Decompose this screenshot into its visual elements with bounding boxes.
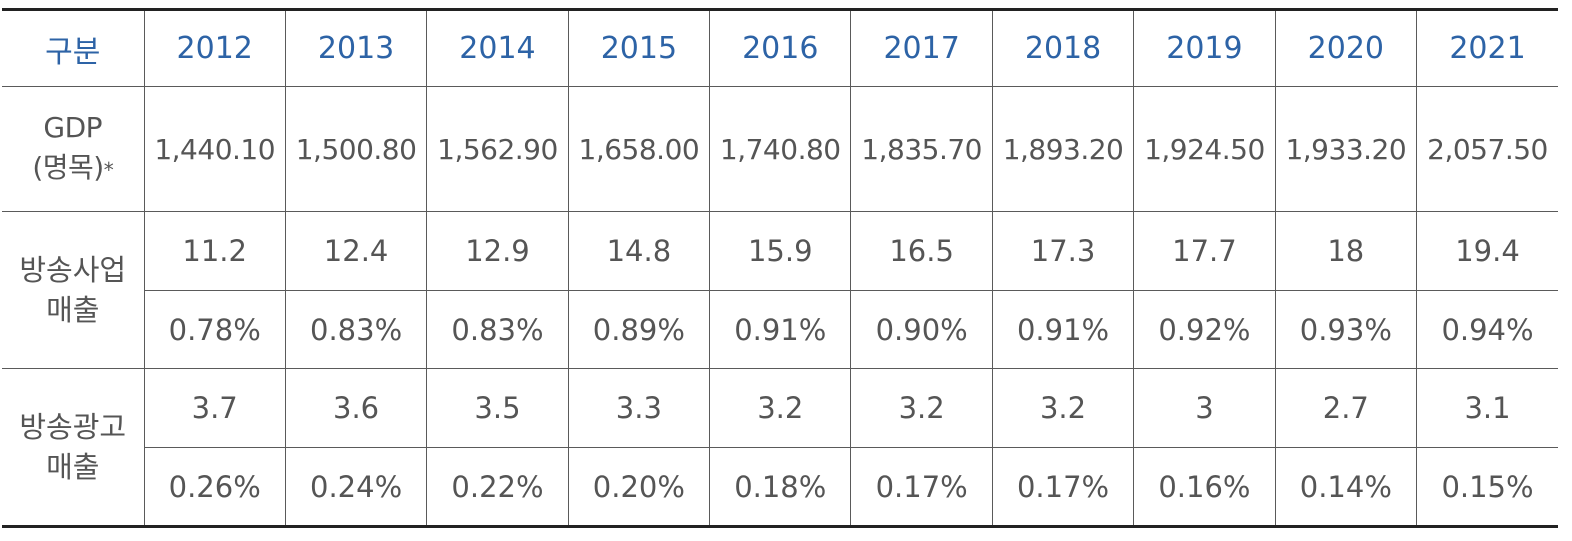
gdp-row-label: GDP (명목)* [2, 86, 145, 212]
gdp-broadcast-revenue-table: 구분 2012 2013 2014 2015 2016 2017 2018 20… [2, 8, 1558, 528]
header-year: 2018 [991, 9, 1135, 87]
header-year: 2017 [850, 9, 993, 87]
header-year: 2021 [1416, 9, 1558, 87]
broadcast-business-percent: 0.83% [426, 290, 569, 369]
broadcast-business-value: 11.2 [143, 211, 286, 291]
broadcast-business-value: 17.3 [991, 211, 1135, 291]
broadcast-business-percent: 0.83% [284, 290, 428, 369]
gdp-value: 1,924.50 [1133, 86, 1276, 212]
broadcast-ads-percent-row: 0.26% 0.24% 0.22% 0.20% 0.18% 0.17% 0.17… [2, 447, 1558, 527]
broadcast-business-percent: 0.93% [1274, 290, 1418, 369]
broadcast-ads-label-line1: 방송광고 [19, 410, 127, 444]
broadcast-business-percent: 0.91% [709, 290, 852, 369]
broadcast-ads-percent: 0.14% [1274, 447, 1418, 527]
broadcast-business-label-line1: 방송사업 [19, 253, 127, 287]
broadcast-business-percent: 0.78% [144, 290, 286, 369]
broadcast-business-value: 12.4 [284, 211, 428, 291]
gdp-label-line1: GDP [43, 111, 103, 144]
broadcast-ads-value: 3.3 [567, 368, 711, 448]
broadcast-business-value: 18 [1274, 211, 1418, 291]
gdp-value: 1,500.80 [284, 86, 428, 212]
header-row: 구분 2012 2013 2014 2015 2016 2017 2018 20… [2, 9, 1558, 87]
broadcast-ads-percent: 0.18% [709, 447, 852, 527]
broadcast-business-value: 14.8 [567, 211, 711, 291]
broadcast-business-percent: 0.91% [991, 290, 1135, 369]
broadcast-business-percent: 0.94% [1416, 290, 1558, 369]
broadcast-business-value: 19.4 [1416, 211, 1558, 291]
broadcast-ads-value: 3.7 [143, 368, 286, 448]
broadcast-ads-percent: 0.22% [426, 447, 569, 527]
broadcast-business-value-row: 방송사업 매출 11.2 12.4 12.9 14.8 15.9 16.5 17… [2, 211, 1558, 369]
header-year: 2020 [1274, 9, 1418, 87]
broadcast-business-row-label: 방송사업 매출 [2, 211, 145, 369]
header-category: 구분 [2, 9, 145, 87]
broadcast-business-value: 17.7 [1133, 211, 1276, 291]
gdp-value: 1,835.70 [850, 86, 993, 212]
broadcast-ads-label-line2: 매출 [46, 450, 100, 484]
header-year: 2012 [143, 9, 286, 87]
broadcast-ads-percent: 0.26% [144, 447, 286, 527]
broadcast-business-value: 12.9 [426, 211, 569, 291]
broadcast-business-percent-row: 0.78% 0.83% 0.83% 0.89% 0.91% 0.90% 0.91… [2, 290, 1558, 369]
header-year: 2016 [709, 9, 852, 87]
broadcast-ads-percent: 0.15% [1416, 447, 1558, 527]
gdp-footnote-mark: * [103, 158, 114, 182]
gdp-value: 1,658.00 [567, 86, 711, 212]
broadcast-ads-percent: 0.24% [284, 447, 428, 527]
broadcast-ads-percent: 0.17% [850, 447, 993, 527]
broadcast-business-value: 16.5 [850, 211, 993, 291]
broadcast-ads-value: 2.7 [1274, 368, 1418, 448]
broadcast-ads-value-row: 방송광고 매출 3.7 3.6 3.5 3.3 3.2 3.2 3.2 3 2.… [2, 368, 1558, 527]
broadcast-ads-percent: 0.20% [567, 447, 711, 527]
header-year: 2015 [567, 9, 711, 87]
broadcast-ads-value: 3.2 [991, 368, 1135, 448]
gdp-value: 1,893.20 [991, 86, 1135, 212]
gdp-row: GDP (명목)* 1,440.10 1,500.80 1,562.90 1,6… [2, 86, 1558, 212]
gdp-value: 1,740.80 [709, 86, 852, 212]
header-year: 2014 [426, 9, 569, 87]
broadcast-business-percent: 0.92% [1133, 290, 1276, 369]
gdp-label-line2: (명목) [32, 151, 104, 184]
gdp-value: 1,562.90 [426, 86, 569, 212]
header-year: 2019 [1133, 9, 1276, 87]
broadcast-ads-value: 3.5 [426, 368, 569, 448]
broadcast-business-value: 15.9 [709, 211, 852, 291]
broadcast-ads-value: 3.2 [709, 368, 852, 448]
broadcast-ads-percent: 0.16% [1133, 447, 1276, 527]
broadcast-business-percent: 0.90% [850, 290, 993, 369]
broadcast-business-label-line2: 매출 [46, 293, 100, 327]
broadcast-business-percent: 0.89% [567, 290, 711, 369]
gdp-value: 1,440.10 [143, 86, 286, 212]
broadcast-ads-value: 3.2 [850, 368, 993, 448]
statistics-table-container: 구분 2012 2013 2014 2015 2016 2017 2018 20… [2, 8, 1558, 528]
broadcast-ads-value: 3.1 [1416, 368, 1558, 448]
gdp-value: 2,057.50 [1416, 86, 1558, 212]
header-year: 2013 [284, 9, 428, 87]
gdp-value: 1,933.20 [1274, 86, 1418, 212]
broadcast-ads-percent: 0.17% [991, 447, 1135, 527]
broadcast-ads-row-label: 방송광고 매출 [2, 368, 145, 527]
broadcast-ads-value: 3 [1133, 368, 1276, 448]
broadcast-ads-value: 3.6 [284, 368, 428, 448]
